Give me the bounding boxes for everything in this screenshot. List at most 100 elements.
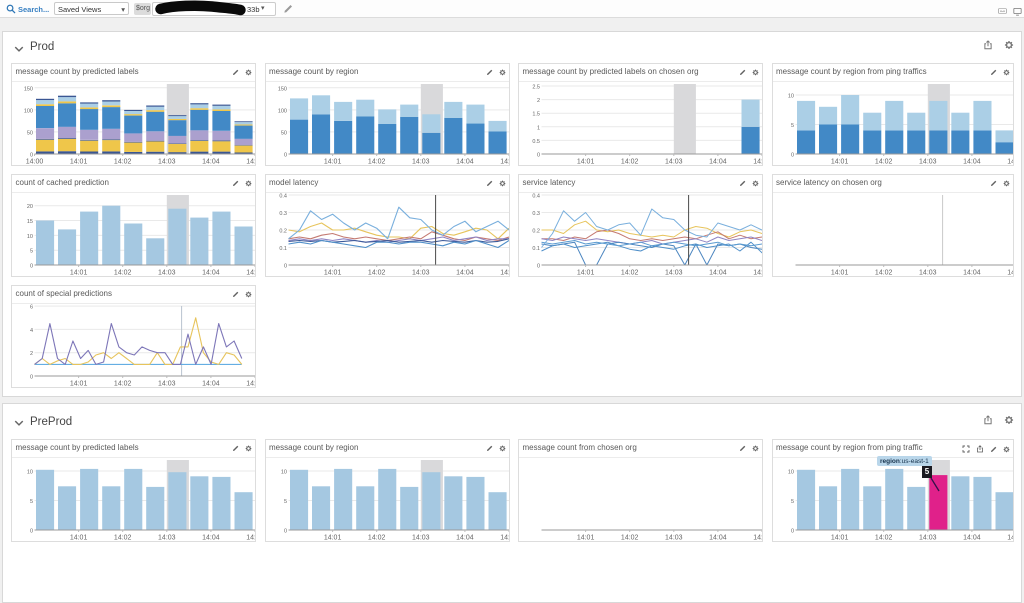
svg-text:14:02: 14:02	[114, 159, 132, 166]
svg-text:14:01: 14:01	[577, 159, 595, 166]
svg-text:14:02: 14:02	[367, 535, 385, 542]
svg-text:150: 150	[277, 86, 286, 92]
svg-text:14:02: 14:02	[621, 159, 639, 166]
svg-text:14:01: 14:01	[323, 535, 341, 542]
svg-text:5: 5	[790, 123, 793, 129]
svg-text:14:04: 14:04	[456, 159, 474, 166]
svg-text:10: 10	[27, 234, 33, 240]
svg-text:20: 20	[27, 204, 33, 210]
svg-text:0: 0	[30, 153, 33, 159]
svg-text:14:05: 14:05	[1007, 270, 1014, 277]
svg-text:14:02: 14:02	[874, 159, 892, 166]
svg-text:14:04: 14:04	[456, 270, 474, 277]
svg-text:10: 10	[787, 470, 793, 476]
svg-text:14:04: 14:04	[709, 159, 727, 166]
svg-text:14:05: 14:05	[500, 159, 509, 166]
svg-text:0: 0	[537, 264, 540, 270]
svg-text:1.5: 1.5	[532, 112, 540, 118]
svg-text:0.3: 0.3	[279, 211, 287, 217]
svg-text:0: 0	[283, 153, 286, 159]
svg-text:14:04: 14:04	[963, 159, 981, 166]
svg-text:14:02: 14:02	[874, 535, 892, 542]
svg-text:14:01: 14:01	[70, 535, 88, 542]
svg-text:14:05: 14:05	[246, 535, 255, 542]
svg-text:14:05: 14:05	[753, 535, 762, 542]
svg-text:14:04: 14:04	[202, 270, 220, 277]
svg-text:0: 0	[283, 264, 286, 270]
svg-text:14:01: 14:01	[830, 270, 848, 277]
svg-text:14:03: 14:03	[665, 535, 683, 542]
svg-text:0.4: 0.4	[532, 194, 540, 200]
svg-text:14:03: 14:03	[919, 270, 937, 277]
svg-text:4: 4	[30, 328, 33, 334]
svg-text:14:01: 14:01	[577, 535, 595, 542]
svg-text:14:05: 14:05	[1007, 535, 1014, 542]
svg-text:14:05: 14:05	[500, 270, 509, 277]
svg-text:14:02: 14:02	[114, 270, 132, 277]
svg-text:14:03: 14:03	[158, 270, 176, 277]
svg-text:6: 6	[30, 305, 33, 311]
svg-text:14:04: 14:04	[202, 535, 220, 542]
svg-text:0: 0	[790, 153, 793, 159]
svg-text:14:04: 14:04	[709, 270, 727, 277]
svg-text:14:02: 14:02	[114, 381, 132, 388]
svg-text:14:01: 14:01	[323, 159, 341, 166]
svg-text:14:02: 14:02	[367, 270, 385, 277]
svg-text:14:01: 14:01	[830, 159, 848, 166]
svg-text:14:02: 14:02	[367, 159, 385, 166]
svg-text:0: 0	[283, 529, 286, 535]
svg-text:5: 5	[283, 499, 286, 505]
svg-text:14:05: 14:05	[500, 535, 509, 542]
svg-text:50: 50	[27, 130, 33, 136]
svg-text:0.5: 0.5	[532, 139, 540, 145]
svg-text:10: 10	[787, 94, 793, 100]
svg-text:2.5: 2.5	[532, 85, 540, 91]
svg-text:14:03: 14:03	[412, 270, 430, 277]
svg-text:14:01: 14:01	[323, 270, 341, 277]
svg-text:14:02: 14:02	[114, 535, 132, 542]
svg-text:14:03: 14:03	[665, 159, 683, 166]
svg-text:14:04: 14:04	[202, 381, 220, 388]
svg-text:14:03: 14:03	[412, 159, 430, 166]
svg-text:100: 100	[277, 108, 286, 114]
svg-text:14:03: 14:03	[412, 535, 430, 542]
svg-text:14:03: 14:03	[158, 535, 176, 542]
svg-text:0.2: 0.2	[279, 229, 287, 235]
svg-text:0.1: 0.1	[279, 246, 287, 252]
svg-text:14:04: 14:04	[963, 535, 981, 542]
svg-text:0.3: 0.3	[532, 211, 540, 217]
svg-text:14:05: 14:05	[753, 159, 762, 166]
svg-text:15: 15	[27, 219, 33, 225]
svg-text:0: 0	[790, 529, 793, 535]
svg-text:14:03: 14:03	[158, 381, 176, 388]
svg-text:14:05: 14:05	[246, 159, 255, 166]
svg-text:14:01: 14:01	[70, 159, 88, 166]
svg-text:5: 5	[30, 499, 33, 505]
svg-text:14:00: 14:00	[26, 159, 44, 166]
svg-text:14:01: 14:01	[70, 381, 88, 388]
svg-text:2: 2	[30, 351, 33, 357]
svg-text:14:01: 14:01	[70, 270, 88, 277]
svg-text:0.4: 0.4	[279, 194, 287, 200]
svg-text:0: 0	[537, 153, 540, 159]
svg-text:14:03: 14:03	[919, 159, 937, 166]
svg-text:14:01: 14:01	[830, 535, 848, 542]
svg-text:1: 1	[537, 125, 540, 131]
svg-text:150: 150	[24, 86, 33, 92]
svg-text:14:05: 14:05	[1007, 159, 1014, 166]
svg-text:14:03: 14:03	[665, 270, 683, 277]
svg-text:14:01: 14:01	[577, 270, 595, 277]
svg-text:0.1: 0.1	[532, 246, 540, 252]
svg-text:14:03: 14:03	[919, 535, 937, 542]
svg-text:0: 0	[30, 529, 33, 535]
svg-text:5: 5	[30, 249, 33, 255]
svg-text:14:05: 14:05	[246, 270, 255, 277]
svg-text:14:04: 14:04	[709, 535, 727, 542]
svg-text:14:03: 14:03	[158, 159, 176, 166]
svg-text:0: 0	[30, 375, 33, 381]
svg-text:14:02: 14:02	[621, 535, 639, 542]
svg-text:0.2: 0.2	[532, 229, 540, 235]
svg-text:14:04: 14:04	[202, 159, 220, 166]
svg-text:2: 2	[537, 98, 540, 104]
svg-text:14:05: 14:05	[246, 381, 255, 388]
